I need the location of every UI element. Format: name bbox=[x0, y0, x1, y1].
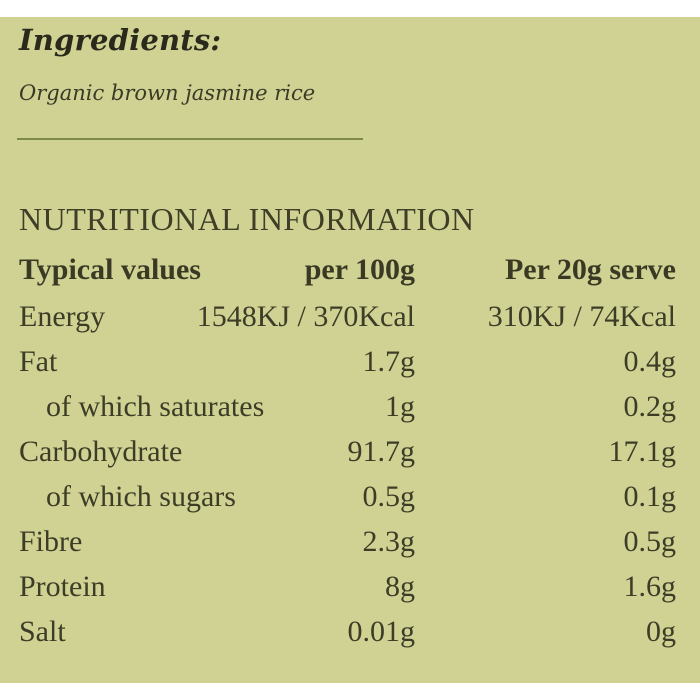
table-row-protein: Protein 8g 1.6g bbox=[0, 570, 700, 615]
row-label: of which saturates bbox=[46, 390, 265, 423]
row-label: of which sugars bbox=[46, 480, 236, 513]
header-typical-values: Typical values bbox=[19, 253, 201, 286]
row-label: Energy bbox=[19, 300, 106, 333]
row-per-100g: 8g bbox=[385, 570, 415, 603]
row-label: Fibre bbox=[19, 525, 83, 558]
divider bbox=[17, 138, 363, 140]
row-per-100g: 1.7g bbox=[362, 345, 416, 378]
nutrition-table: Typical values per 100g Per 20g serve En… bbox=[0, 253, 700, 660]
row-per-serve: 310KJ / 74Kcal bbox=[487, 300, 676, 333]
table-row-saturates: of which saturates 1g 0.2g bbox=[0, 390, 700, 435]
row-label: Carbohydrate bbox=[19, 435, 183, 468]
table-row-salt: Salt 0.01g 0g bbox=[0, 615, 700, 660]
row-per-serve: 0.4g bbox=[623, 345, 677, 378]
table-row-energy: Energy 1548KJ / 370Kcal 310KJ / 74Kcal bbox=[0, 300, 700, 345]
row-per-serve: 0.5g bbox=[623, 525, 677, 558]
table-row-carbohydrate: Carbohydrate 91.7g 17.1g bbox=[0, 435, 700, 480]
row-per-serve: 0g bbox=[646, 615, 676, 648]
nutrition-panel: Ingredients: Organic brown jasmine rice … bbox=[0, 17, 700, 683]
table-row-fat: Fat 1.7g 0.4g bbox=[0, 345, 700, 390]
ingredients-heading: Ingredients: bbox=[19, 23, 222, 57]
nutrition-heading: NUTRITIONAL INFORMATION bbox=[19, 201, 475, 237]
row-per-100g: 2.3g bbox=[362, 525, 416, 558]
ingredients-text: Organic brown jasmine rice bbox=[19, 81, 316, 105]
row-per-serve: 0.2g bbox=[623, 390, 677, 423]
row-per-100g: 0.5g bbox=[362, 480, 416, 513]
header-per-serve: Per 20g serve bbox=[504, 253, 676, 286]
table-row-fibre: Fibre 2.3g 0.5g bbox=[0, 525, 700, 570]
row-label: Fat bbox=[19, 345, 58, 378]
header-per-100g: per 100g bbox=[304, 253, 415, 286]
row-per-100g: 1g bbox=[385, 390, 415, 423]
row-per-serve: 1.6g bbox=[623, 570, 677, 603]
row-per-100g: 1548KJ / 370Kcal bbox=[196, 300, 415, 333]
row-per-100g: 91.7g bbox=[347, 435, 416, 468]
row-per-serve: 0.1g bbox=[623, 480, 677, 513]
row-label: Salt bbox=[19, 615, 66, 648]
row-label: Protein bbox=[19, 570, 106, 603]
row-per-serve: 17.1g bbox=[608, 435, 677, 468]
table-row-sugars: of which sugars 0.5g 0.1g bbox=[0, 480, 700, 525]
table-header-row: Typical values per 100g Per 20g serve bbox=[0, 253, 700, 300]
row-per-100g: 0.01g bbox=[347, 615, 416, 648]
